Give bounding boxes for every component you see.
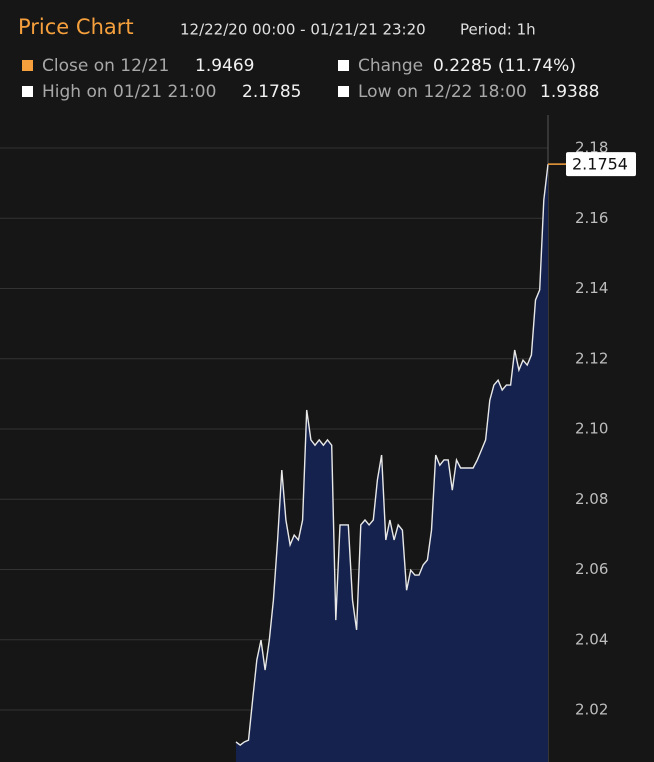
stat-label: Close on 12/21 xyxy=(42,56,169,76)
stat-value: 1.9388 xyxy=(540,82,599,102)
legend-swatch xyxy=(338,86,349,97)
legend-swatch xyxy=(338,60,349,71)
stat-value: 0.2285 (11.74%) xyxy=(433,56,576,76)
y-tick-label: 2.18 xyxy=(575,139,608,157)
legend-swatch xyxy=(22,86,33,97)
price-line xyxy=(235,164,549,746)
y-tick-label: 2.02 xyxy=(575,701,608,719)
stat-value: 2.1785 xyxy=(242,82,301,102)
area xyxy=(236,164,548,762)
stat-label: High on 01/21 21:00 xyxy=(42,82,216,102)
legend-swatch xyxy=(22,60,33,71)
y-tick-label: 2.16 xyxy=(575,209,608,227)
y-tick-label: 2.14 xyxy=(575,279,608,297)
period: Period: 1h xyxy=(460,21,536,39)
y-tick-label: 2.12 xyxy=(575,349,608,367)
last-price-box xyxy=(566,152,636,177)
stat-value: 1.9469 xyxy=(195,56,254,76)
y-tick-label: 2.04 xyxy=(575,630,608,648)
chart-title: Price Chart xyxy=(18,15,134,39)
date-range: 12/22/20 00:00 - 01/21/21 23:20 xyxy=(180,21,426,39)
y-tick-label: 2.06 xyxy=(575,560,608,578)
stat-label: Low on 12/22 18:00 xyxy=(358,82,527,102)
y-tick-label: 2.08 xyxy=(575,490,608,508)
stat-label: Change xyxy=(358,56,423,76)
y-tick-label: 2.10 xyxy=(575,420,608,438)
last-price-label: 2.1754 xyxy=(572,155,628,174)
